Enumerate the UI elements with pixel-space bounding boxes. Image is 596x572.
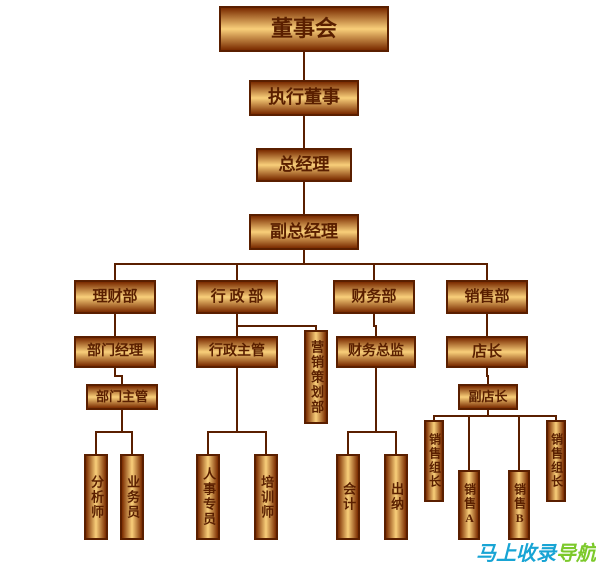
org-node-label: 财务部	[351, 289, 396, 306]
org-connector	[96, 410, 122, 454]
org-node-label: 总经理	[279, 156, 330, 175]
org-node-label: 销售B	[512, 483, 525, 527]
watermark: 马上收录导航	[476, 537, 596, 566]
org-node-fin_sup: 部门主管	[86, 384, 158, 410]
org-node-label: 店长	[472, 344, 502, 361]
watermark-accent: 导航	[556, 543, 596, 565]
org-node-label: 财务总监	[348, 344, 404, 359]
org-node-exec_dir: 执行董事	[249, 80, 359, 116]
org-node-label: 部门经理	[87, 344, 143, 359]
org-node-dept_sales: 销售部	[446, 280, 528, 314]
org-node-label: 人事专员	[201, 467, 215, 527]
org-connector	[237, 250, 304, 280]
org-connector	[304, 250, 374, 280]
org-node-fin_mgr: 部门经理	[74, 336, 156, 368]
org-node-sales_a: 销售A	[458, 470, 480, 540]
org-node-label: 营销策划部	[309, 340, 323, 415]
org-node-label: 副店长	[468, 390, 507, 404]
org-node-board: 董事会	[219, 6, 389, 52]
org-node-label: 培训师	[259, 475, 273, 520]
org-node-label: 销售A	[462, 483, 475, 527]
org-connector	[237, 368, 266, 454]
org-node-label: 出纳	[389, 482, 403, 512]
org-connector	[434, 410, 488, 420]
org-node-accountant: 会计	[336, 454, 360, 540]
org-node-label: 业务员	[125, 475, 139, 520]
org-connector	[122, 410, 132, 454]
org-node-label: 会计	[341, 482, 355, 512]
org-node-admin_sup: 行政主管	[196, 336, 278, 368]
org-connector	[469, 410, 488, 470]
org-connector	[487, 368, 488, 384]
org-node-cashier: 出纳	[384, 454, 408, 540]
org-node-sales_staff: 业务员	[120, 454, 144, 540]
org-node-sales_lead1: 销售组长	[424, 420, 444, 502]
org-node-mkt_plan: 营销策划部	[304, 330, 328, 424]
org-node-sales_lead2: 销售组长	[546, 420, 566, 502]
org-node-label: 分析师	[89, 475, 103, 520]
org-connector	[115, 250, 304, 280]
org-node-label: 行政主管	[209, 344, 265, 359]
org-node-store_mgr: 店长	[446, 336, 528, 368]
org-node-analyst: 分析师	[84, 454, 108, 540]
org-connector	[304, 250, 487, 280]
org-node-label: 执行董事	[268, 88, 340, 108]
org-node-label: 销售组长	[427, 433, 440, 489]
org-connector	[237, 314, 316, 330]
org-node-label: 销售部	[464, 289, 509, 306]
org-node-dept_acct: 财务部	[333, 280, 415, 314]
org-connector	[376, 368, 396, 454]
org-connector	[374, 314, 376, 336]
org-node-label: 销售组长	[549, 433, 562, 489]
org-node-sales_b: 销售B	[508, 470, 530, 540]
org-node-label: 副总经理	[270, 223, 338, 242]
watermark-main: 马上收录	[476, 543, 556, 565]
org-node-label: 部门主管	[96, 390, 148, 404]
org-connector	[348, 368, 376, 454]
org-node-acct_dir: 财务总监	[336, 336, 416, 368]
org-node-dept_fin: 理财部	[74, 280, 156, 314]
org-connector	[208, 368, 237, 454]
org-node-trainer: 培训师	[254, 454, 278, 540]
org-connector	[115, 368, 122, 384]
org-connector	[488, 410, 556, 420]
org-node-dept_admin: 行 政 部	[196, 280, 278, 314]
org-node-gm: 总经理	[256, 148, 352, 182]
org-node-hr_spec: 人事专员	[196, 454, 220, 540]
org-node-asst_store: 副店长	[458, 384, 518, 410]
org-node-vgm: 副总经理	[249, 214, 359, 250]
org-node-label: 董事会	[271, 17, 337, 41]
org-node-label: 行 政 部	[211, 289, 264, 306]
org-node-label: 理财部	[92, 289, 137, 306]
org-connector	[488, 410, 519, 470]
